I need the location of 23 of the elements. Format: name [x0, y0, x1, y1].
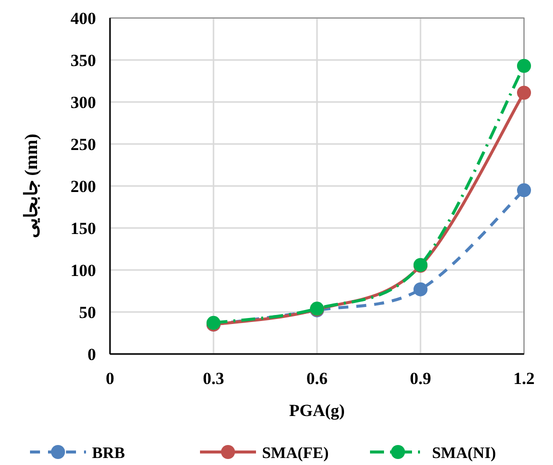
y-tick-label: 50 — [79, 303, 96, 322]
legend-label: SMA(NI) — [432, 445, 496, 462]
y-tick-label: 400 — [70, 9, 96, 28]
y-tick-label: 300 — [70, 93, 96, 112]
x-axis-title: PGA(g) — [289, 401, 345, 420]
x-tick-label: 0 — [106, 369, 114, 388]
x-tick-label: 0.9 — [410, 369, 432, 388]
point — [517, 58, 531, 73]
y-tick-label: 0 — [88, 345, 96, 364]
y-tick-label: 250 — [70, 135, 96, 154]
legend-label: BRB — [92, 445, 126, 462]
x-tick-label: 0.3 — [202, 369, 224, 388]
point — [414, 282, 428, 296]
y-tick-label: 100 — [70, 261, 96, 280]
y-axis-title: جابجایی (mm) — [21, 134, 41, 238]
legend-label: SMA(FE) — [262, 445, 329, 462]
y-tick-label: 150 — [70, 219, 96, 238]
point — [517, 183, 531, 198]
x-tick-label: 0.6 — [306, 369, 328, 388]
point — [517, 86, 531, 100]
y-tick-label: 200 — [70, 177, 96, 196]
y-tick-label: 350 — [70, 51, 96, 70]
x-tick-label: 1.2 — [513, 369, 535, 388]
